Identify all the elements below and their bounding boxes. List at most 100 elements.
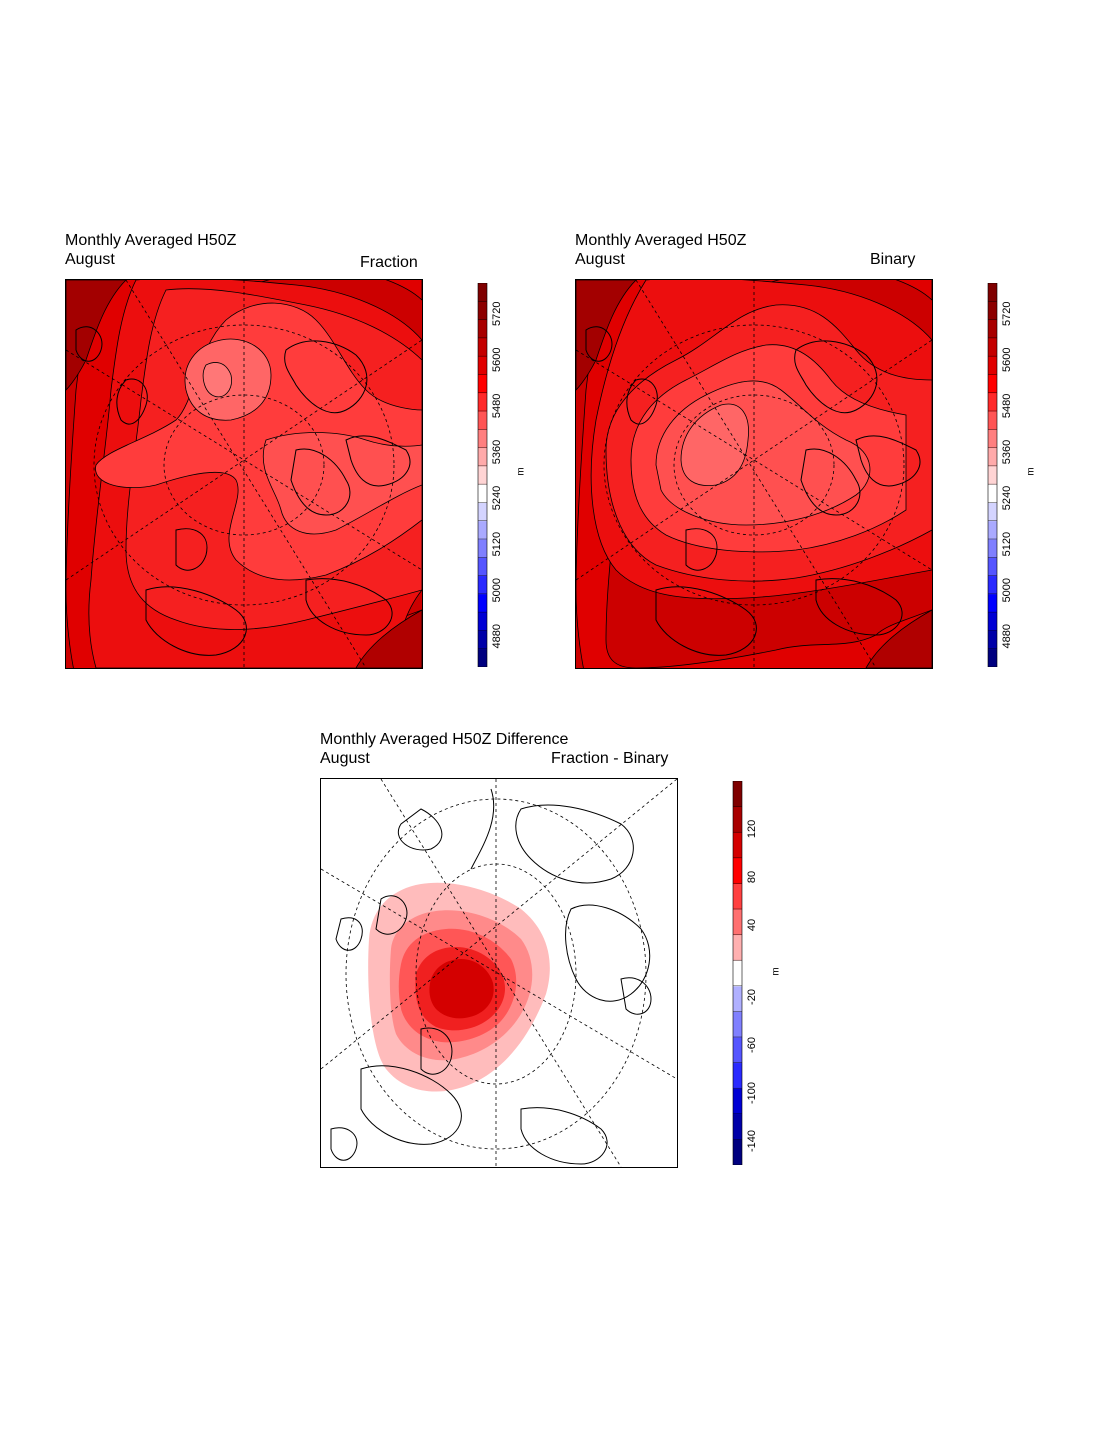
map-binary-svg [576, 280, 932, 668]
colorbar-segment [988, 465, 997, 485]
colorbar-segment [478, 648, 487, 668]
colorbar-tick-label: 5600 [1001, 348, 1013, 372]
colorbar-segment [733, 857, 742, 884]
colorbar-segment [478, 502, 487, 522]
panel-right-label: Binary [870, 251, 916, 268]
anomaly-band-100 [429, 959, 494, 1019]
panel-subtitle: August [575, 251, 625, 268]
colorbar-segment [733, 960, 742, 987]
coastline [585, 326, 921, 656]
colorbar-segment [478, 612, 487, 631]
colorbar-tick-label: 5720 [1001, 301, 1013, 325]
colorbar-segment [733, 806, 742, 833]
units-label: m [770, 967, 782, 976]
colorbar-tick-label: 5120 [491, 532, 503, 556]
graticule [321, 779, 677, 1167]
colorbar-tick-label: 5360 [491, 440, 503, 464]
colorbar-tick-label: 5720 [491, 301, 503, 325]
colorbar-tick-label: 5000 [1001, 578, 1013, 602]
colorbar-tick-label: 80 [746, 871, 758, 883]
colorbar-segment [733, 832, 742, 859]
colorbar-segment [478, 374, 487, 394]
colorbar-segment [733, 1139, 742, 1166]
colorbar-segment [478, 337, 487, 357]
colorbar-segment [988, 337, 997, 357]
colorbar-segment [988, 283, 997, 302]
colorbar-segment [988, 520, 997, 540]
colorbar-segment [478, 575, 487, 595]
colorbar-segment [733, 909, 742, 936]
colorbar-segment [988, 575, 997, 595]
colorbar-segment [478, 301, 487, 321]
colorbar-difference-svg: -140 -100 -60 -20 40 80 120 [732, 780, 758, 1166]
colorbar-segment [478, 429, 487, 449]
colorbar-segment [733, 1088, 742, 1115]
colorbar-tick-label: 5120 [1001, 532, 1013, 556]
colorbar-tick-label: -100 [746, 1082, 758, 1104]
coastline [75, 326, 411, 656]
colorbar-segment [733, 934, 742, 961]
colorbar-segment [478, 520, 487, 540]
colorbar-segment [988, 447, 997, 467]
map-difference [320, 778, 678, 1168]
colorbar-segment [988, 539, 997, 558]
panel-title: Monthly Averaged H50Z [65, 232, 237, 249]
colorbar-tick-label: 5000 [491, 578, 503, 602]
panel-title: Monthly Averaged H50Z Difference [320, 731, 569, 748]
colorbar-tick-label: 5360 [1001, 440, 1013, 464]
colorbar-segment [478, 630, 487, 650]
panel-right-label: Fraction [360, 254, 418, 271]
graticule [66, 280, 422, 668]
colorbar-segment [478, 392, 487, 412]
colorbar-segment [478, 465, 487, 485]
colorbar-segment [733, 1011, 742, 1038]
colorbar-tick-label: -140 [746, 1130, 758, 1152]
colorbar-tick-label: 4880 [1001, 624, 1013, 648]
colorbar-binary: 4880 5000 5120 5240 5360 5480 5600 5720 [987, 282, 1047, 668]
colorbar-segment [988, 356, 997, 375]
panel-subtitle: August [320, 750, 370, 767]
contour-band-5840 [66, 280, 127, 391]
colorbar-segment [478, 356, 487, 375]
colorbar-segment [988, 392, 997, 412]
colorbar-segment [988, 411, 997, 430]
graticule [576, 280, 932, 668]
units-label: m [515, 467, 527, 476]
colorbar-segment [733, 883, 742, 910]
contour-band-5840 [576, 280, 637, 391]
colorbar-segment [988, 630, 997, 650]
colorbar-tick-label: -20 [746, 989, 758, 1005]
colorbar-segment [733, 781, 742, 808]
colorbar-segment [988, 502, 997, 522]
colorbar-binary-svg: 4880 5000 5120 5240 5360 5480 5600 5720 [987, 282, 1013, 668]
colorbar-segment [988, 301, 997, 321]
colorbar-segment [478, 557, 487, 577]
colorbar-segment [988, 557, 997, 577]
colorbar-segment [478, 484, 487, 503]
contour-band-5840b [865, 609, 932, 668]
colorbar-segment [478, 447, 487, 467]
colorbar-tick-label: 40 [746, 919, 758, 931]
colorbar-segment [988, 484, 997, 503]
colorbar-segment [988, 593, 997, 613]
map-fraction-svg [66, 280, 422, 668]
panel-right-label: Fraction - Binary [551, 750, 669, 767]
colorbar-segment [478, 283, 487, 302]
colorbar-segment [478, 539, 487, 558]
colorbar-difference: -140 -100 -60 -20 40 80 120 [732, 780, 792, 1166]
map-difference-svg [321, 779, 677, 1167]
panel-title: Monthly Averaged H50Z [575, 232, 747, 249]
map-fraction [65, 279, 423, 669]
colorbar-tick-label: 4880 [491, 624, 503, 648]
contour-band-5360 [202, 362, 232, 398]
colorbar-tick-label: 5240 [491, 486, 503, 510]
colorbar-fraction-svg: 4880 5000 5120 5240 5360 5480 5600 5720 [477, 282, 503, 668]
colorbar-segment [988, 319, 997, 339]
colorbar-tick-label: 120 [746, 820, 758, 838]
panel-subtitle: August [65, 251, 115, 268]
colorbar-segment [988, 374, 997, 394]
colorbar-segment [478, 593, 487, 613]
colorbar-segment [733, 1113, 742, 1140]
colorbar-tick-label: 5480 [1001, 394, 1013, 418]
colorbar-tick-label: 5480 [491, 394, 503, 418]
